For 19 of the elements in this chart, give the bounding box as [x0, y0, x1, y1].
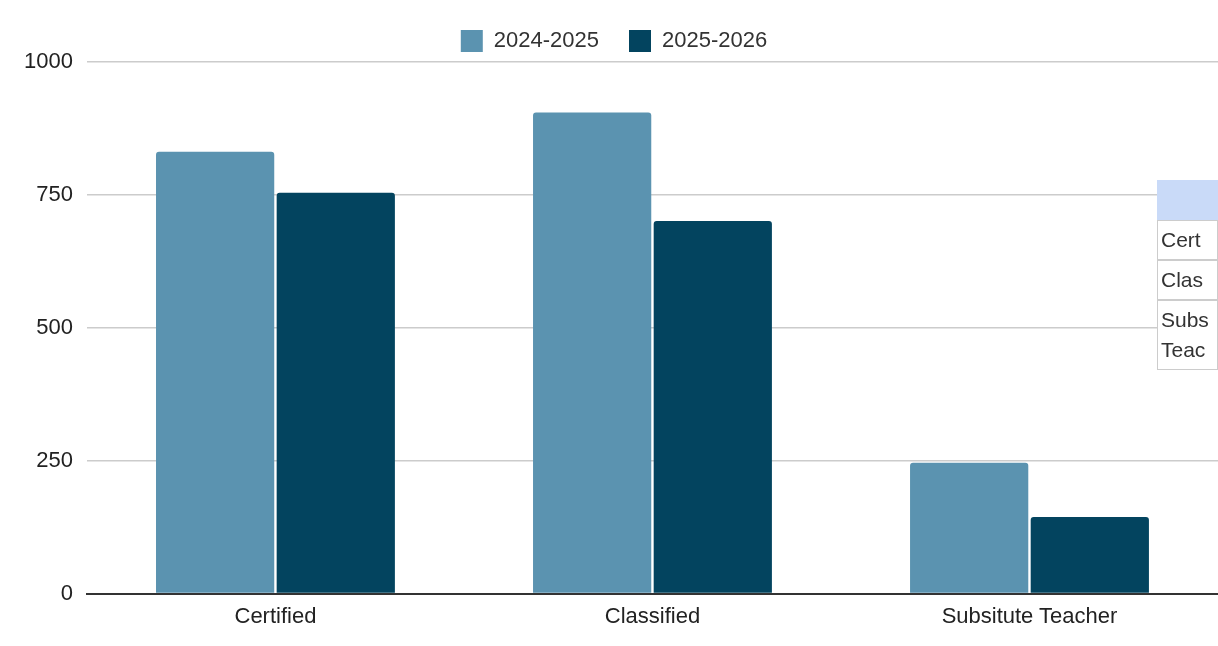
y-tick-label: 1000 [23, 48, 73, 74]
bar [910, 462, 1029, 593]
bar [1030, 517, 1149, 593]
x-tick-label: Subsitute Teacher [941, 602, 1118, 628]
annotation: Cert [1157, 220, 1218, 260]
annotation: Subs Teac [1157, 300, 1218, 370]
bar [533, 112, 652, 593]
y-tick-label: 750 [36, 180, 73, 206]
bar [653, 220, 772, 593]
x-tick-label: Certified [234, 602, 317, 628]
legend-label: 2024-2025 [493, 27, 600, 53]
legend-label: 2025-2026 [662, 27, 768, 53]
x-tick-label: Classified [604, 602, 701, 628]
y-tick-label: 250 [36, 446, 73, 472]
y-tick-label: 500 [36, 313, 73, 339]
bar [276, 192, 395, 593]
bar [156, 151, 275, 593]
y-tick-label: 0 [60, 579, 73, 605]
annotation: Clas [1157, 260, 1218, 300]
